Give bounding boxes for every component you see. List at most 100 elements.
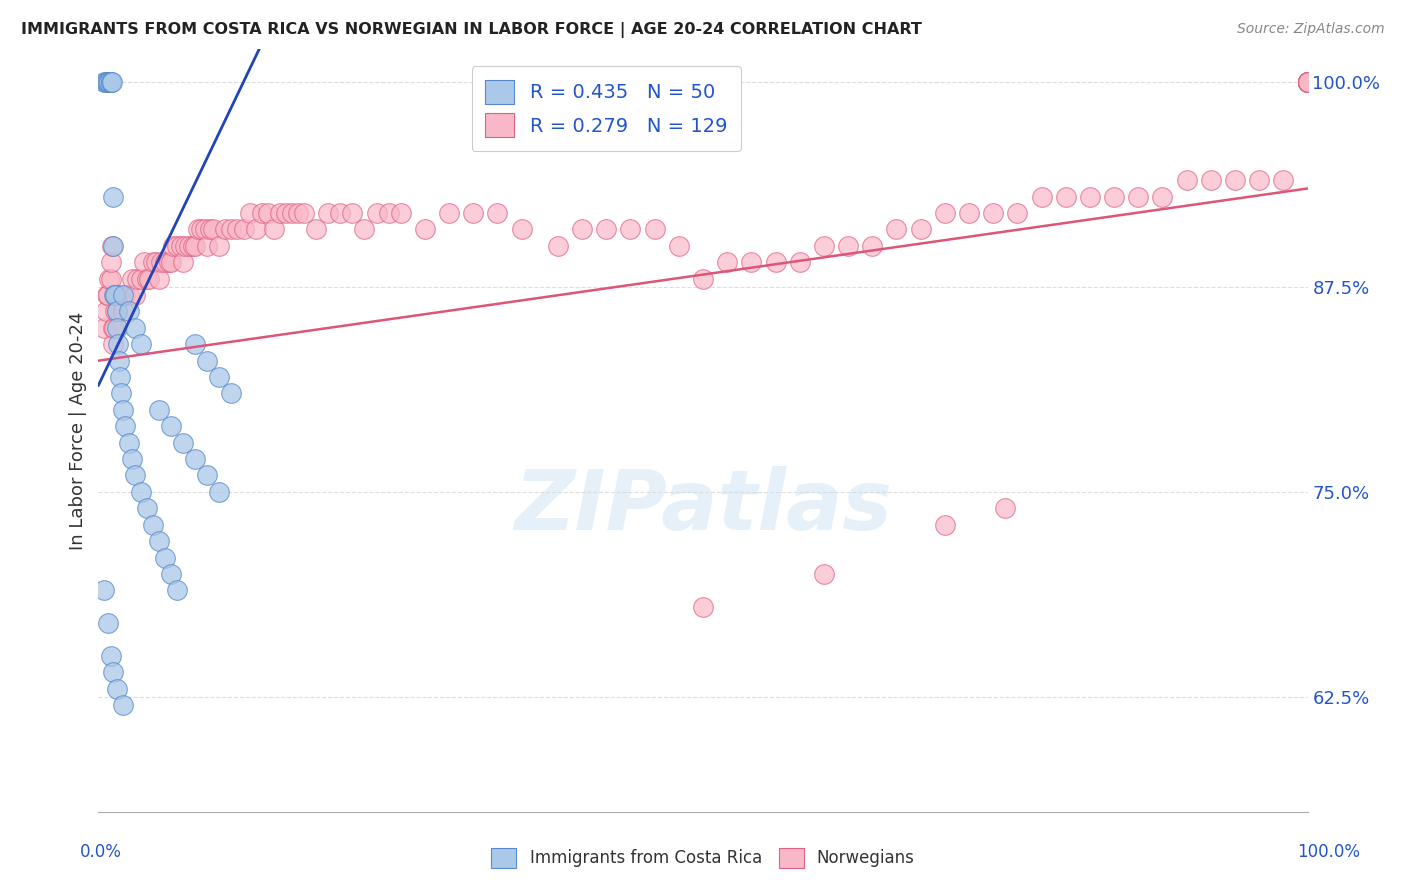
Point — [105, 304, 128, 318]
Point — [1054, 189, 1077, 203]
Point — [142, 517, 165, 532]
Point — [226, 222, 249, 236]
Point — [837, 239, 859, 253]
Point — [619, 222, 641, 236]
Point — [194, 222, 217, 236]
Point — [1031, 189, 1053, 203]
Point — [1296, 75, 1319, 89]
Point — [813, 566, 835, 581]
Point — [177, 239, 201, 253]
Y-axis label: In Labor Force | Age 20-24: In Labor Force | Age 20-24 — [69, 311, 87, 549]
Point — [668, 239, 690, 253]
Point — [1296, 75, 1319, 89]
Point — [100, 75, 122, 89]
Point — [1296, 75, 1319, 89]
Point — [93, 583, 115, 598]
Point — [1296, 75, 1319, 89]
Point — [994, 501, 1017, 516]
Point — [105, 681, 128, 696]
Point — [1296, 75, 1319, 89]
Point — [1296, 75, 1319, 89]
Point — [1296, 75, 1319, 89]
Point — [118, 435, 141, 450]
Legend: Immigrants from Costa Rica, Norwegians: Immigrants from Costa Rica, Norwegians — [485, 841, 921, 875]
Point — [124, 468, 146, 483]
Point — [184, 337, 207, 351]
Point — [1296, 75, 1319, 89]
Legend: R = 0.435   N = 50, R = 0.279   N = 129: R = 0.435 N = 50, R = 0.279 N = 129 — [471, 66, 741, 151]
Point — [256, 206, 278, 220]
Point — [93, 321, 115, 335]
Point — [239, 206, 262, 220]
Point — [486, 206, 509, 220]
Point — [121, 271, 143, 285]
Point — [105, 288, 128, 302]
Point — [595, 222, 617, 236]
Point — [127, 271, 149, 285]
Point — [202, 222, 225, 236]
Point — [97, 616, 120, 631]
Point — [118, 304, 141, 318]
Point — [150, 255, 173, 269]
Point — [245, 222, 267, 236]
Point — [129, 271, 152, 285]
Point — [437, 206, 460, 220]
Point — [692, 271, 714, 285]
Point — [1296, 75, 1319, 89]
Point — [1199, 173, 1222, 187]
Point — [910, 222, 932, 236]
Point — [160, 566, 183, 581]
Point — [1296, 75, 1319, 89]
Text: 0.0%: 0.0% — [80, 843, 122, 861]
Point — [1272, 173, 1295, 187]
Point — [94, 304, 117, 318]
Point — [100, 75, 122, 89]
Point — [97, 75, 120, 89]
Point — [104, 304, 127, 318]
Text: 100.0%: 100.0% — [1298, 843, 1360, 861]
Point — [97, 288, 120, 302]
Point — [1296, 75, 1319, 89]
Point — [148, 271, 170, 285]
Point — [118, 288, 141, 302]
Text: ZIPatlas: ZIPatlas — [515, 467, 891, 547]
Point — [886, 222, 908, 236]
Point — [269, 206, 291, 220]
Point — [101, 337, 124, 351]
Point — [134, 255, 156, 269]
Point — [510, 222, 533, 236]
Point — [172, 435, 194, 450]
Point — [153, 550, 176, 565]
Point — [389, 206, 412, 220]
Point — [135, 271, 157, 285]
Point — [208, 370, 231, 384]
Point — [100, 239, 122, 253]
Text: Source: ZipAtlas.com: Source: ZipAtlas.com — [1237, 22, 1385, 37]
Point — [166, 583, 188, 598]
Point — [263, 222, 285, 236]
Point — [190, 222, 212, 236]
Point — [94, 75, 117, 89]
Point — [101, 665, 124, 680]
Point — [789, 255, 811, 269]
Point — [353, 222, 375, 236]
Point — [571, 222, 593, 236]
Point — [181, 239, 204, 253]
Point — [124, 321, 146, 335]
Point — [250, 206, 273, 220]
Point — [221, 222, 243, 236]
Point — [195, 239, 218, 253]
Point — [1296, 75, 1319, 89]
Point — [292, 206, 315, 220]
Point — [93, 75, 115, 89]
Point — [1296, 75, 1319, 89]
Point — [153, 255, 176, 269]
Point — [114, 419, 136, 434]
Point — [1296, 75, 1319, 89]
Point — [1296, 75, 1319, 89]
Point — [1078, 189, 1101, 203]
Point — [214, 222, 236, 236]
Point — [1296, 75, 1319, 89]
Point — [860, 239, 883, 253]
Point — [377, 206, 399, 220]
